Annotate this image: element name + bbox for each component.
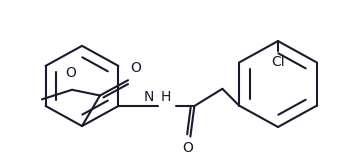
Text: N: N <box>144 90 154 104</box>
Text: H: H <box>160 90 171 104</box>
Text: O: O <box>182 141 193 155</box>
Text: Cl: Cl <box>271 55 285 69</box>
Text: O: O <box>130 61 141 76</box>
Text: O: O <box>66 66 76 80</box>
